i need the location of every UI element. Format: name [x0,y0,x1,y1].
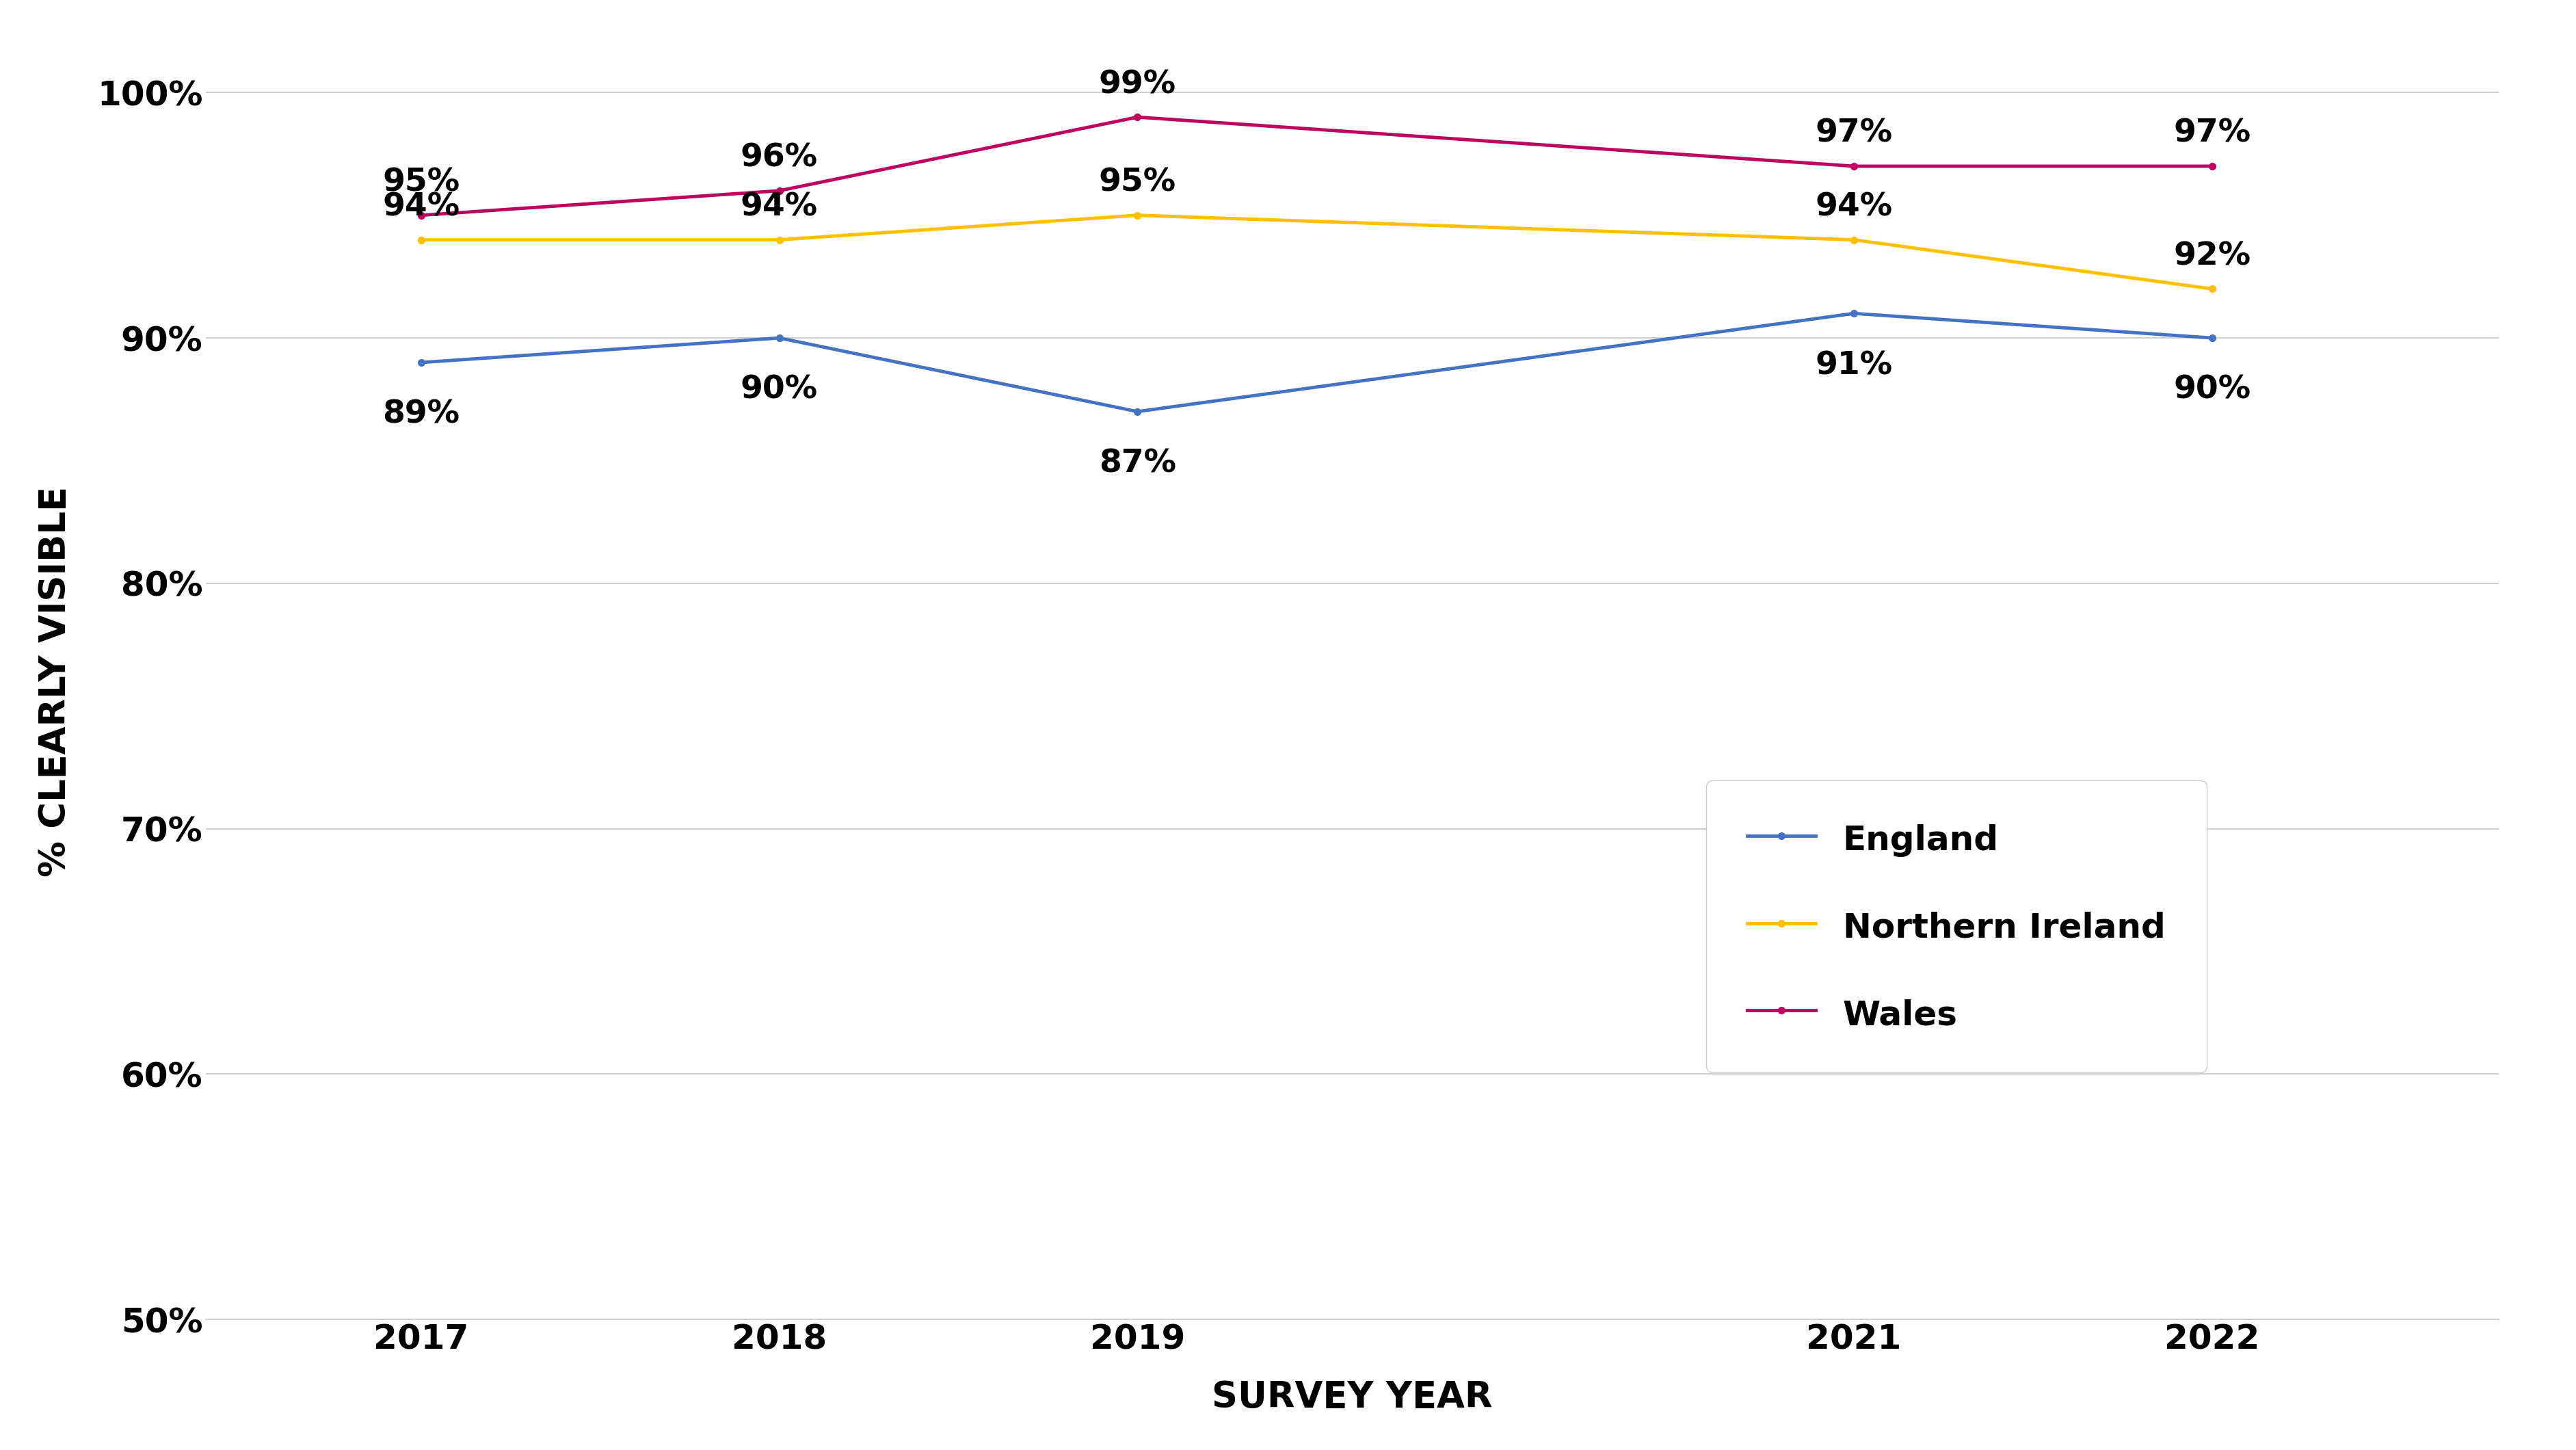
Text: 92%: 92% [2174,241,2251,271]
Line: Northern Ireland: Northern Ireland [417,212,2215,293]
Text: 87%: 87% [1100,448,1177,479]
Text: 99%: 99% [1100,70,1177,100]
Text: 96%: 96% [739,142,819,174]
Northern Ireland [765,231,796,248]
Wales [765,183,796,200]
Text: 94%: 94% [1816,191,1893,223]
Text: 90%: 90% [739,374,819,406]
Northern Ireland [2197,280,2228,297]
X-axis label: SURVEY YEAR: SURVEY YEAR [1213,1379,1492,1415]
Wales [2197,158,2228,175]
Text: 95%: 95% [1100,167,1177,199]
Northern Ireland [404,231,435,248]
Text: 97%: 97% [1816,119,1893,149]
Text: 94%: 94% [381,191,459,223]
Northern Ireland [1123,206,1154,223]
Line: England: England [417,310,2215,415]
Northern Ireland [1839,231,1870,248]
Text: 89%: 89% [381,399,459,431]
England [1839,304,1870,322]
England [2197,329,2228,347]
Wales [1123,109,1154,126]
Y-axis label: % CLEARLY VISIBLE: % CLEARLY VISIBLE [39,486,72,877]
Legend: England, Northern Ireland, Wales: England, Northern Ireland, Wales [1705,780,2208,1073]
Text: 90%: 90% [2174,374,2251,406]
Wales [1839,158,1870,175]
England [765,329,796,347]
Wales [404,206,435,223]
England [1123,403,1154,420]
Text: 97%: 97% [2174,119,2251,149]
Text: 91%: 91% [1816,351,1893,381]
Text: 95%: 95% [381,167,459,199]
England [404,354,435,371]
Line: Wales: Wales [417,113,2215,219]
Text: 94%: 94% [739,191,819,223]
